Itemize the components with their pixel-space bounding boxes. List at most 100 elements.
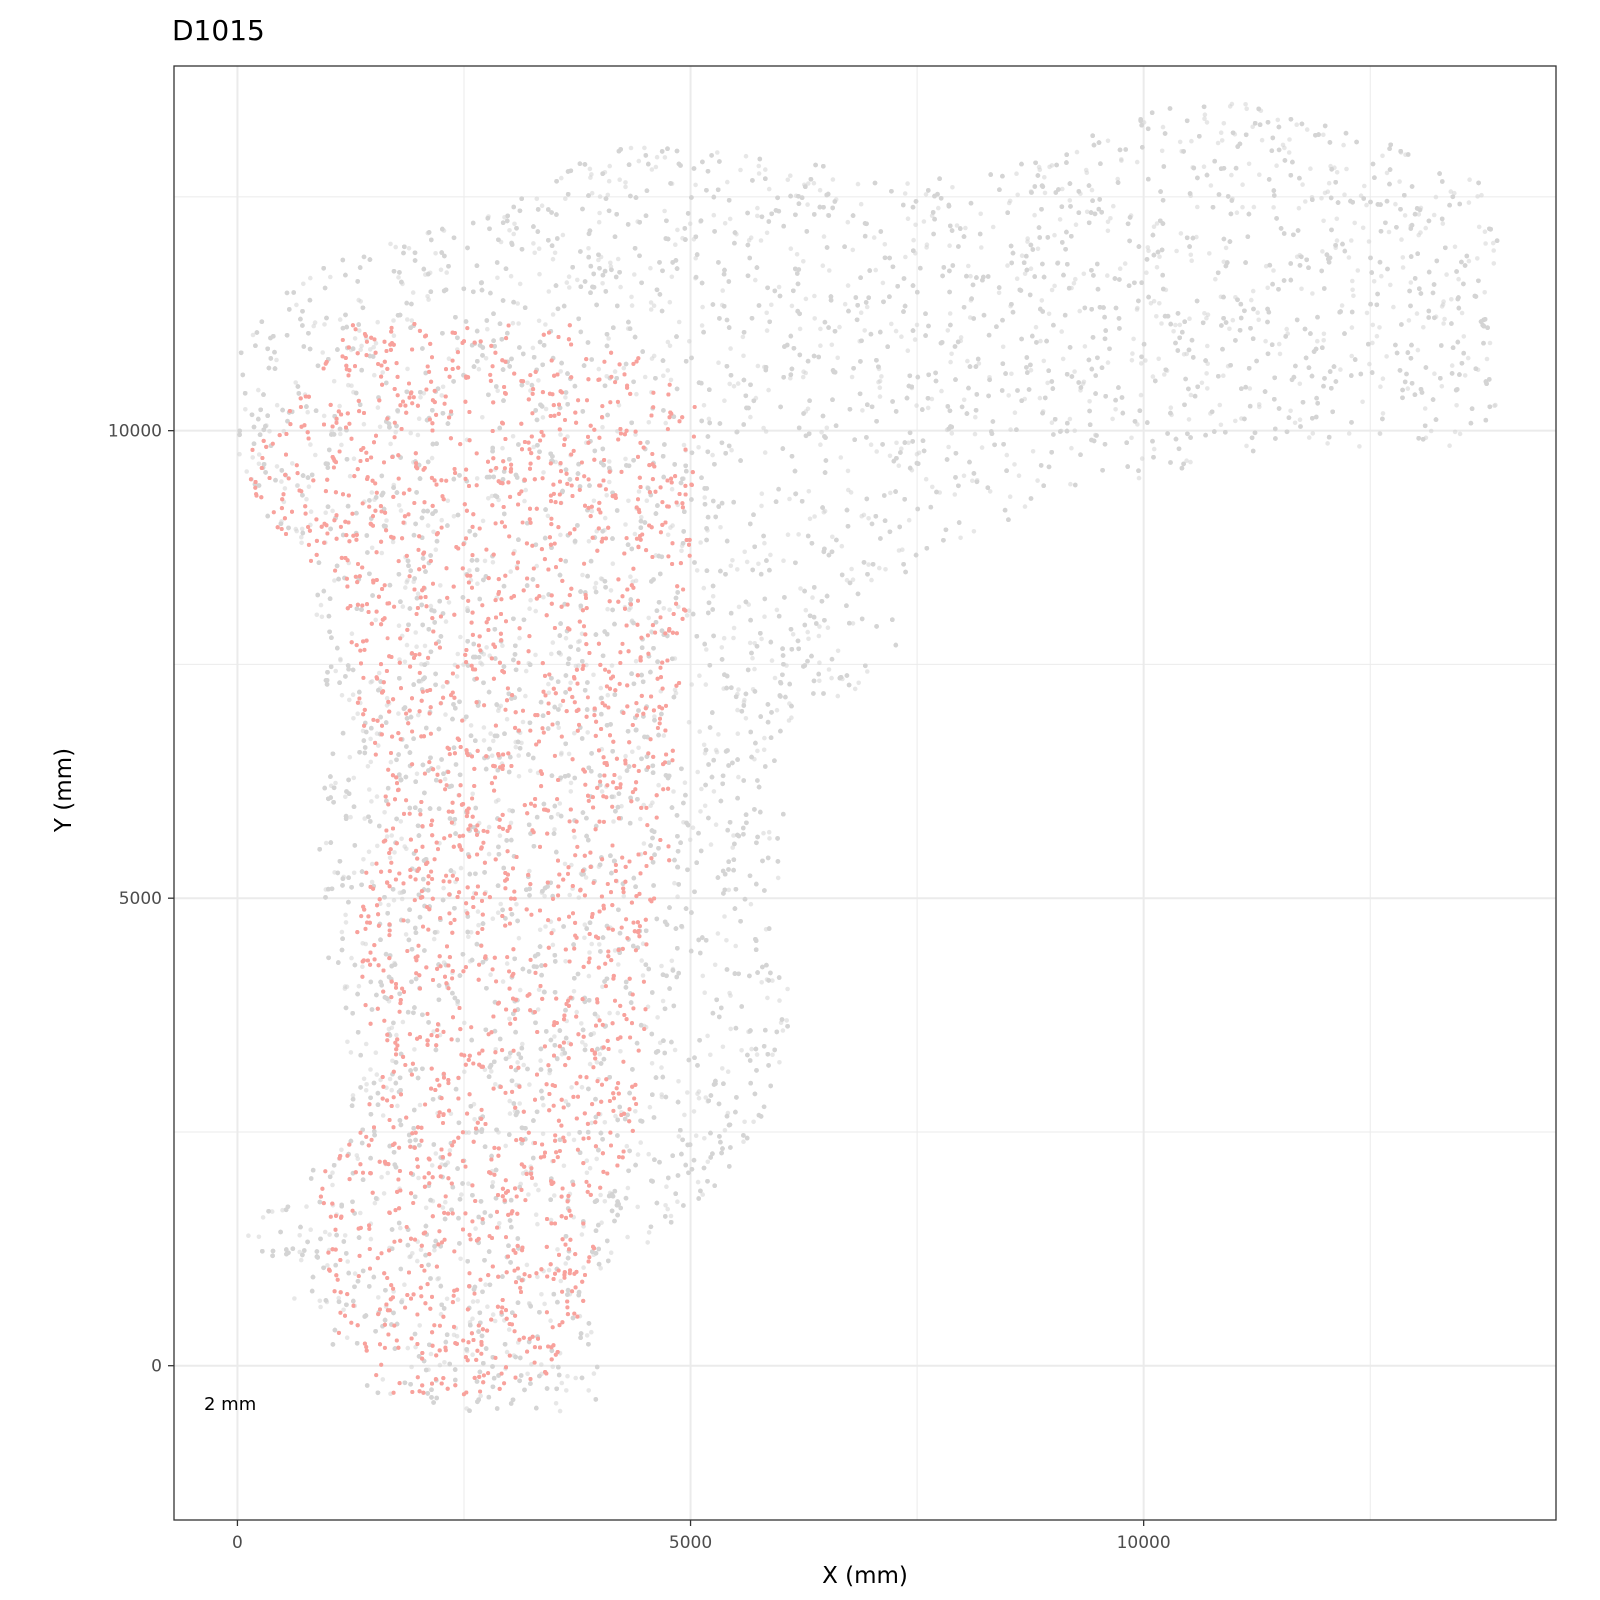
data-point xyxy=(389,1087,395,1093)
data-point xyxy=(337,403,342,409)
data-point xyxy=(602,1120,608,1125)
data-point xyxy=(553,1401,559,1406)
data-point xyxy=(700,973,706,979)
data-point xyxy=(648,300,654,305)
data-point xyxy=(748,414,753,420)
data-point xyxy=(1294,122,1299,127)
data-point xyxy=(485,1304,490,1309)
data-point xyxy=(1144,270,1149,276)
data-point xyxy=(1380,376,1386,382)
data-point xyxy=(914,322,920,328)
data-point xyxy=(1449,297,1454,302)
data-point xyxy=(1223,245,1229,251)
data-point xyxy=(617,775,623,780)
data-point xyxy=(1139,361,1144,366)
data-point xyxy=(676,1134,682,1139)
data-point xyxy=(1466,258,1472,264)
data-point xyxy=(304,1204,309,1209)
data-point xyxy=(609,663,615,668)
data-point xyxy=(668,525,673,530)
data-point xyxy=(1467,177,1472,182)
data-point xyxy=(563,395,568,400)
data-point xyxy=(1219,138,1225,143)
data-point xyxy=(821,234,827,239)
data-point xyxy=(534,563,539,569)
data-point xyxy=(1288,408,1293,414)
data-point xyxy=(930,484,935,490)
data-point xyxy=(561,1163,567,1169)
data-point xyxy=(727,216,733,222)
data-point xyxy=(373,1050,379,1055)
data-point xyxy=(550,256,556,262)
data-point xyxy=(525,1371,530,1377)
data-point xyxy=(299,534,304,540)
data-point xyxy=(1423,225,1428,231)
data-point xyxy=(548,1217,554,1223)
data-point xyxy=(800,374,806,380)
data-point xyxy=(573,1375,578,1381)
data-point xyxy=(676,604,681,610)
data-point xyxy=(391,318,396,323)
data-point xyxy=(638,816,643,822)
data-point xyxy=(348,814,353,820)
data-point xyxy=(1433,194,1439,200)
data-point xyxy=(686,719,692,725)
data-point xyxy=(552,1193,557,1198)
data-point xyxy=(776,284,782,290)
data-point xyxy=(1243,102,1248,107)
data-point xyxy=(399,896,405,902)
data-point xyxy=(1310,431,1316,436)
data-point xyxy=(282,486,288,491)
data-point xyxy=(665,368,671,373)
data-point xyxy=(412,1047,417,1052)
data-point xyxy=(1255,310,1260,316)
data-point xyxy=(1012,462,1017,467)
data-point xyxy=(384,834,390,839)
data-point xyxy=(339,442,344,448)
data-point xyxy=(1105,273,1110,278)
data-point xyxy=(483,1282,488,1287)
data-point xyxy=(368,1067,373,1072)
data-point xyxy=(803,607,809,613)
data-point xyxy=(1462,373,1468,378)
data-point xyxy=(1344,166,1349,172)
data-point xyxy=(665,532,671,538)
data-point xyxy=(587,1165,593,1171)
data-point xyxy=(635,1204,640,1210)
data-point xyxy=(888,490,893,496)
data-point xyxy=(506,1327,512,1332)
data-point xyxy=(587,1061,593,1067)
data-point xyxy=(1145,245,1151,250)
data-point xyxy=(1444,272,1449,277)
data-point xyxy=(1360,225,1366,231)
data-point xyxy=(1299,286,1304,292)
data-point xyxy=(524,1262,530,1268)
data-point xyxy=(1032,212,1037,218)
data-point xyxy=(697,673,702,678)
data-point xyxy=(290,461,295,466)
data-point xyxy=(724,938,729,943)
data-point xyxy=(403,932,409,937)
data-point xyxy=(359,343,364,349)
data-point xyxy=(887,453,893,459)
data-point xyxy=(693,255,698,261)
data-point xyxy=(559,750,564,756)
data-point xyxy=(725,1069,731,1074)
data-point xyxy=(1189,138,1194,144)
data-point xyxy=(798,586,803,591)
data-point xyxy=(1294,254,1300,260)
data-point xyxy=(777,1060,782,1065)
data-point xyxy=(443,712,448,717)
data-point xyxy=(794,252,800,257)
data-point xyxy=(1041,358,1047,364)
data-point xyxy=(820,263,826,269)
data-point xyxy=(539,1292,544,1297)
data-point xyxy=(1370,340,1375,346)
data-point xyxy=(592,585,598,590)
data-point xyxy=(1370,322,1376,328)
data-point xyxy=(417,1102,423,1108)
data-point xyxy=(507,1111,513,1116)
data-point xyxy=(373,340,379,346)
data-point xyxy=(440,684,446,689)
data-point xyxy=(332,578,337,583)
